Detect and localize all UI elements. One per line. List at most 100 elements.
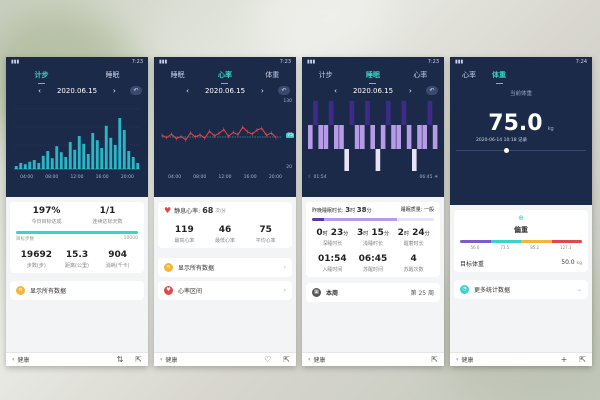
sleep-block bbox=[422, 125, 427, 149]
hr-zone-row[interactable]: ♥ 心率区间 › bbox=[158, 281, 292, 300]
prev-day-button[interactable]: ‹ bbox=[186, 87, 189, 95]
share-icon[interactable]: ⇱ bbox=[579, 355, 586, 364]
goal-progress-bar bbox=[16, 231, 138, 234]
phone-heart-rate: ▮▮▮ 7:23 睡眠 心率 体重 ‹ 2020.06.15 › ↶ 130 7… bbox=[154, 57, 296, 366]
signal-icon: ▮▮▮ bbox=[307, 59, 316, 65]
today-button[interactable]: ↶ bbox=[130, 86, 142, 95]
axis-tick: 04:00 bbox=[20, 175, 34, 180]
step-bar bbox=[19, 163, 23, 169]
step-bar bbox=[104, 125, 108, 169]
sleep-block bbox=[412, 149, 417, 171]
bottom-nav: ‹ 健康 ⇅ ⇱ bbox=[6, 352, 148, 366]
wake-count-label: 苏醒次数 bbox=[403, 267, 424, 273]
step-bar bbox=[59, 152, 63, 169]
back-icon[interactable]: ‹ bbox=[160, 356, 163, 363]
tab-weight[interactable]: 体重 bbox=[492, 71, 506, 84]
calories-unit: 千卡 bbox=[117, 263, 128, 269]
step-bar bbox=[118, 118, 122, 169]
weight-header: ▮▮▮ 7:24 心率 体重 当前体重 75.0 kg 2020-06-14 1… bbox=[450, 57, 592, 205]
show-all-data-row[interactable]: ≡ 显示所有数据 bbox=[10, 281, 144, 300]
scale-tick: 85.2 bbox=[530, 245, 540, 250]
next-day-button[interactable]: › bbox=[113, 87, 116, 95]
next-day-button[interactable]: › bbox=[261, 87, 264, 95]
week-label: 本周 bbox=[326, 290, 339, 297]
today-button[interactable]: ↶ bbox=[426, 86, 438, 95]
axis-tick: 08:00 bbox=[193, 175, 207, 180]
data-icon: ≡ bbox=[16, 286, 25, 295]
date-bar: ‹ 2020.06.15 › ↶ bbox=[6, 83, 148, 99]
wake-time-label: 苏醒时间 bbox=[362, 267, 383, 273]
total-label: 昨晚睡眠时长: bbox=[312, 208, 344, 214]
share-icon[interactable]: ⇱ bbox=[135, 355, 142, 364]
quality-label: 睡眠质量: bbox=[400, 207, 423, 213]
distance-value: 15.3 bbox=[65, 250, 89, 260]
scale-tick: 56.6 bbox=[470, 245, 480, 250]
status-time: 7:23 bbox=[427, 59, 439, 65]
axis-tick: 12:00 bbox=[70, 175, 84, 180]
weight-value: 75.0 bbox=[488, 111, 543, 136]
tab-steps[interactable]: 计步 bbox=[318, 71, 333, 79]
status-time: 7:23 bbox=[131, 59, 143, 65]
sleep-block bbox=[318, 125, 323, 149]
progress-left-label: 目标步数 bbox=[16, 237, 34, 242]
tab-heart-rate[interactable]: 心率 bbox=[462, 71, 476, 79]
more-stats-label: 更多统计数据 bbox=[474, 287, 511, 294]
back-icon[interactable]: ‹ bbox=[308, 356, 311, 363]
moon-icon: ☾ bbox=[308, 175, 313, 180]
step-bar bbox=[77, 136, 81, 169]
resting-unit: 次/分 bbox=[215, 208, 226, 214]
tab-heart-rate[interactable]: 心率 bbox=[217, 71, 232, 84]
date-label: 2020.06.15 bbox=[352, 87, 394, 95]
light-m: 15 bbox=[371, 228, 384, 238]
light-label: 浅睡时长 bbox=[362, 241, 383, 247]
sleep-chart bbox=[308, 101, 438, 171]
tab-weight[interactable]: 体重 bbox=[265, 71, 280, 79]
heart-rate-chart bbox=[161, 125, 282, 142]
step-bar bbox=[122, 130, 126, 169]
tab-steps[interactable]: 计步 bbox=[34, 71, 49, 84]
back-icon[interactable]: ‹ bbox=[12, 356, 15, 363]
axis-tick: 16:00 bbox=[243, 175, 257, 180]
steps-unit: 步 bbox=[38, 263, 44, 269]
sleep-header: ▮▮▮ 7:23 计步 睡眠 心率 ‹ 2020.06.15 › ↶ ☾ 01:… bbox=[302, 57, 444, 197]
next-day-button[interactable]: › bbox=[409, 87, 412, 95]
date-label: 2020.06.15 bbox=[204, 87, 246, 95]
signal-icon: ▮▮▮ bbox=[159, 59, 168, 65]
show-all-data-row[interactable]: ≡ 显示所有数据 › bbox=[158, 258, 292, 277]
goal-label: 今日目标达成 bbox=[31, 219, 62, 225]
nav-label: 健康 bbox=[165, 357, 178, 364]
more-stats-row[interactable]: ◔ 更多统计数据 ⌄ bbox=[454, 280, 588, 299]
zoom-icon[interactable]: ⊕ bbox=[518, 214, 524, 222]
record-date: 2020-06-14 10:18 记录 bbox=[476, 138, 527, 143]
sleep-block bbox=[370, 125, 375, 149]
avg-hr-value: 75 bbox=[259, 225, 272, 235]
today-button[interactable]: ↶ bbox=[278, 86, 290, 95]
heart-monitor-icon[interactable]: ♡ bbox=[264, 355, 272, 364]
tab-heart-rate[interactable]: 心率 bbox=[413, 71, 428, 79]
hr-header: ▮▮▮ 7:23 睡眠 心率 体重 ‹ 2020.06.15 › ↶ 130 7… bbox=[154, 57, 296, 197]
tab-sleep[interactable]: 睡眠 bbox=[365, 71, 380, 84]
prev-day-button[interactable]: ‹ bbox=[38, 87, 41, 95]
step-bar bbox=[113, 145, 117, 169]
axis-tick: 04:00 bbox=[168, 175, 182, 180]
target-weight-value: 50.0 bbox=[561, 259, 575, 266]
calories-label: 消耗 bbox=[105, 263, 116, 269]
sleep-summary-card: 昨晚睡眠时长: 3时 38分 睡眠质量: 一般 0时 23分 深睡时长 3时 1… bbox=[306, 202, 440, 277]
data-icon: ≡ bbox=[164, 263, 173, 272]
tab-sleep[interactable]: 睡眠 bbox=[170, 71, 185, 79]
y-axis-top: 130 bbox=[283, 99, 292, 104]
share-icon[interactable]: ⇱ bbox=[431, 355, 438, 364]
back-icon[interactable]: ‹ bbox=[456, 356, 459, 363]
tab-sleep[interactable]: 睡眠 bbox=[105, 71, 120, 79]
step-bar bbox=[127, 151, 131, 169]
prev-day-button[interactable]: ‹ bbox=[334, 87, 337, 95]
sync-icon[interactable]: ⇅ bbox=[116, 355, 124, 364]
add-icon[interactable]: + bbox=[560, 355, 568, 364]
share-icon[interactable]: ⇱ bbox=[283, 355, 290, 364]
step-bar bbox=[82, 143, 86, 169]
nav-label: 健康 bbox=[461, 357, 474, 364]
week-row[interactable]: ▦ 本周 第 25 周 bbox=[306, 283, 440, 302]
step-bar bbox=[91, 133, 95, 169]
heart-icon: ♥ bbox=[164, 206, 172, 215]
goal-percent: 197% bbox=[32, 206, 61, 216]
